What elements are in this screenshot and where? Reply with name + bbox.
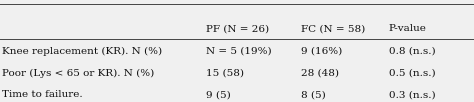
Text: N = 5 (19%): N = 5 (19%) [206, 47, 272, 55]
Text: Time to failure.: Time to failure. [2, 90, 83, 99]
Text: 0.5 (n.s.): 0.5 (n.s.) [389, 69, 435, 78]
Text: 9 (5): 9 (5) [206, 90, 231, 99]
Text: P-value: P-value [389, 24, 427, 33]
Text: 0.3 (n.s.): 0.3 (n.s.) [389, 90, 435, 99]
Text: FC (N = 58): FC (N = 58) [301, 24, 365, 33]
Text: 9 (16%): 9 (16%) [301, 47, 342, 55]
Text: PF (N = 26): PF (N = 26) [206, 24, 269, 33]
Text: 0.8 (n.s.): 0.8 (n.s.) [389, 47, 435, 55]
Text: Poor (Lys < 65 or KR). N (%): Poor (Lys < 65 or KR). N (%) [2, 69, 155, 78]
Text: 8 (5): 8 (5) [301, 90, 326, 99]
Text: 28 (48): 28 (48) [301, 69, 339, 78]
Text: 15 (58): 15 (58) [206, 69, 244, 78]
Text: Knee replacement (KR). N (%): Knee replacement (KR). N (%) [2, 46, 163, 56]
